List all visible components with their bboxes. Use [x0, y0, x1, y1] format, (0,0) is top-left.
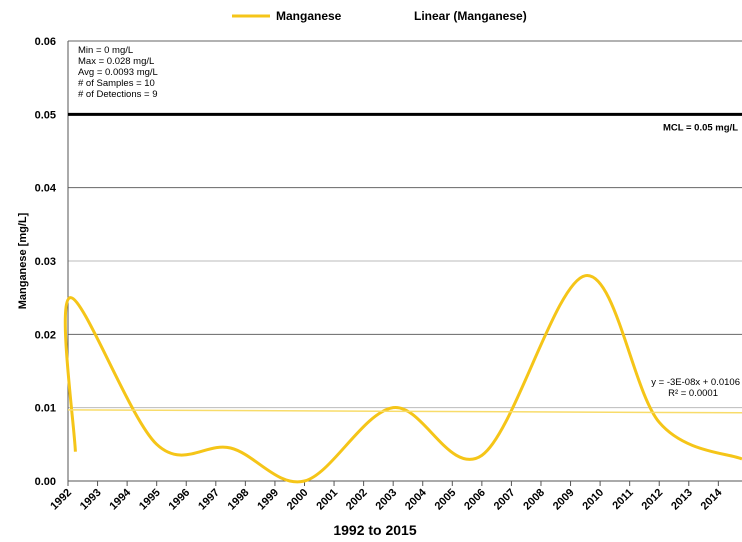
y-tick-label: 0.01 [35, 403, 56, 415]
x-tick-label: 2002 [344, 487, 370, 513]
stat-line: # of Samples = 10 [78, 78, 155, 89]
trend-line [67, 409, 742, 414]
stat-line: # of Detections = 9 [78, 89, 157, 100]
x-tick-label: 1994 [107, 486, 133, 512]
x-tick-label: 1999 [255, 487, 281, 513]
x-tick-label: 2001 [314, 487, 340, 513]
stat-line: Avg = 0.0093 mg/L [78, 67, 158, 78]
x-tick-label: 2004 [403, 486, 429, 512]
stat-line: Min = 0 mg/L [78, 45, 133, 56]
x-tick-label: 2012 [640, 487, 666, 513]
x-tick-label: 2008 [521, 487, 547, 513]
x-tick-label: 2011 [610, 487, 635, 512]
x-tick-label: 2014 [699, 486, 725, 512]
legend-label: Manganese [276, 9, 342, 23]
x-tick-label: 1998 [226, 487, 252, 513]
mcl-label: MCL = 0.05 mg/L [663, 122, 738, 133]
x-axis-title: 1992 to 2015 [333, 522, 416, 538]
trend-equation: R² = 0.0001 [668, 388, 718, 399]
x-tick-label: 2000 [285, 487, 311, 513]
y-tick-label: 0.02 [35, 329, 56, 341]
x-tick-label: 1993 [78, 487, 104, 513]
x-tick-label: 1992 [48, 487, 74, 513]
x-tick-label: 2013 [669, 487, 695, 513]
y-axis-title: Manganese [mg/L] [17, 212, 29, 309]
y-tick-label: 0.00 [35, 476, 56, 488]
legend-label: Linear (Manganese) [414, 9, 527, 23]
x-tick-label: 2006 [462, 487, 488, 513]
x-tick-label: 2009 [551, 487, 577, 513]
x-tick-label: 1996 [167, 487, 193, 513]
x-tick-label: 2010 [580, 487, 606, 513]
y-tick-label: 0.06 [35, 36, 56, 48]
x-tick-label: 2007 [492, 487, 518, 513]
x-tick-label: 1995 [137, 487, 163, 513]
y-tick-label: 0.05 [35, 109, 56, 121]
stat-line: Max = 0.028 mg/L [78, 56, 154, 67]
y-tick-label: 0.04 [35, 183, 57, 195]
trend-equation: y = -3E-08x + 0.0106 [651, 377, 740, 388]
y-tick-label: 0.03 [35, 256, 56, 268]
x-tick-label: 2005 [433, 487, 459, 513]
x-tick-label: 1997 [196, 487, 222, 513]
series-line [63, 274, 742, 484]
x-tick-label: 2003 [373, 487, 399, 513]
